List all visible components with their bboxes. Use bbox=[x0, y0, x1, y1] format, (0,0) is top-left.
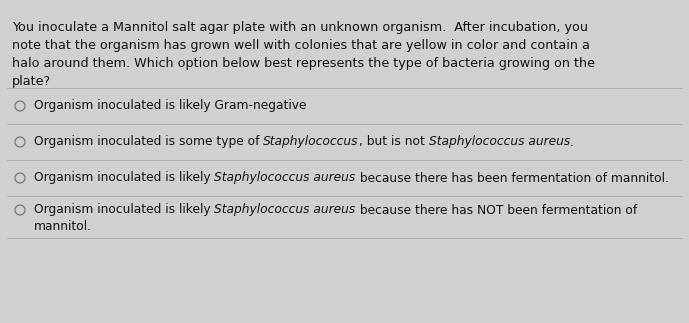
Text: Organism inoculated is some type of: Organism inoculated is some type of bbox=[34, 136, 263, 149]
Text: because there has been fermentation of mannitol.: because there has been fermentation of m… bbox=[356, 172, 668, 184]
Text: Organism inoculated is likely: Organism inoculated is likely bbox=[34, 172, 214, 184]
Text: Staphylococcus aureus: Staphylococcus aureus bbox=[429, 136, 570, 149]
Text: because there has NOT been fermentation of: because there has NOT been fermentation … bbox=[356, 203, 637, 216]
Text: plate?: plate? bbox=[12, 75, 51, 88]
Text: note that the organism has grown well with colonies that are yellow in color and: note that the organism has grown well wi… bbox=[12, 39, 590, 52]
Text: Organism inoculated is likely Gram-negative: Organism inoculated is likely Gram-negat… bbox=[34, 99, 307, 112]
Text: Staphylococcus aureus: Staphylococcus aureus bbox=[214, 203, 356, 216]
Text: Staphylococcus aureus: Staphylococcus aureus bbox=[214, 172, 356, 184]
Text: .: . bbox=[570, 136, 574, 149]
Text: , but is not: , but is not bbox=[359, 136, 429, 149]
Text: halo around them. Which option below best represents the type of bacteria growin: halo around them. Which option below bes… bbox=[12, 57, 595, 70]
Text: mannitol.: mannitol. bbox=[34, 220, 92, 233]
Text: You inoculate a Mannitol salt agar plate with an unknown organism.  After incuba: You inoculate a Mannitol salt agar plate… bbox=[12, 21, 588, 34]
Text: Organism inoculated is likely: Organism inoculated is likely bbox=[34, 203, 214, 216]
Text: Staphylococcus: Staphylococcus bbox=[263, 136, 359, 149]
